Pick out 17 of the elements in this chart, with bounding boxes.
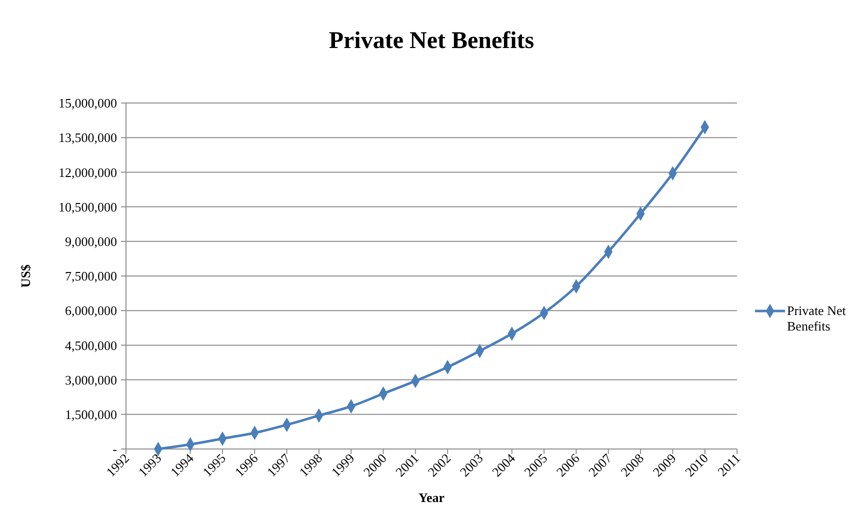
y-tick-label: 6,000,000	[65, 303, 117, 318]
y-tick-label: 7,500,000	[65, 268, 117, 284]
y-tick-label: 10,500,000	[58, 199, 117, 214]
x-tick-label: 2011	[714, 450, 744, 480]
legend-label: Private Net Benefits	[787, 303, 846, 334]
y-tick-label: -	[112, 442, 117, 457]
x-axis-title: Year	[418, 490, 445, 505]
y-tick-label: 12,000,000	[58, 164, 117, 180]
x-tick-label: 1999	[328, 450, 358, 480]
y-tick-label: 13,500,000	[58, 130, 117, 146]
chart-title: Private Net Benefits	[328, 28, 534, 54]
y-tick-label: 9,000,000	[65, 234, 117, 249]
y-tick-label: 3,000,000	[65, 372, 117, 388]
y-tick-label: 1,500,000	[65, 406, 117, 422]
y-axis-title: US$	[18, 264, 33, 288]
y-tick-label: 15,000,000	[58, 96, 117, 111]
y-tick-label: 4,500,000	[65, 338, 117, 353]
